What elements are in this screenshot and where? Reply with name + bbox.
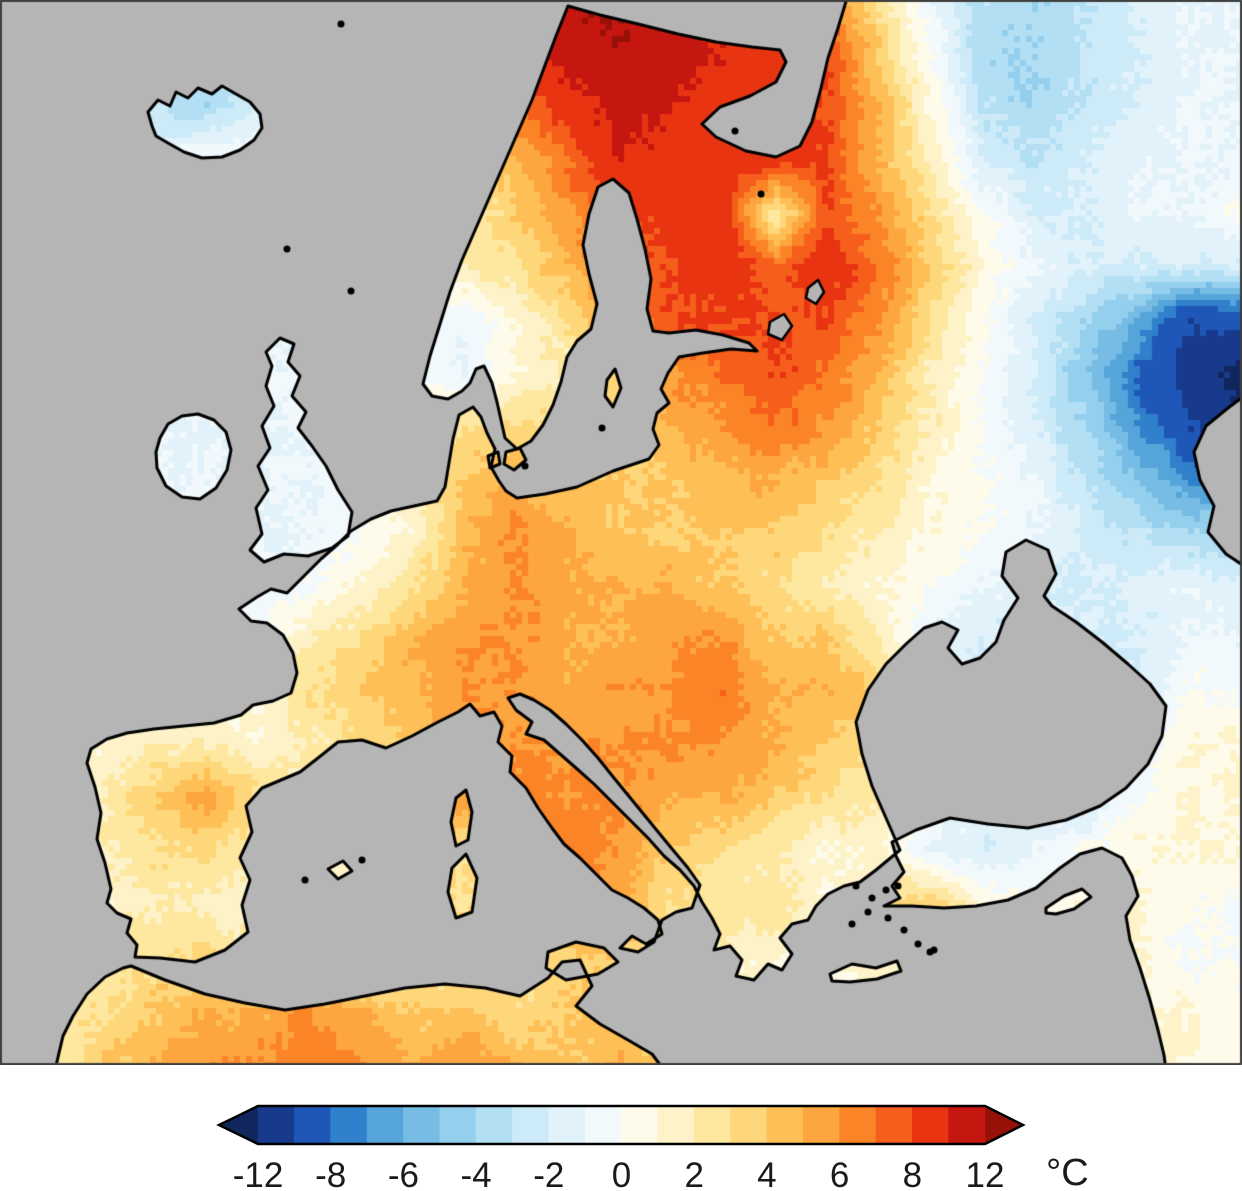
colorbar-tick-label: -2 xyxy=(533,1156,564,1191)
europe-anomaly-map-canvas xyxy=(0,0,1242,1065)
colorbar-segment xyxy=(802,1106,840,1144)
colorbar-segment xyxy=(403,1106,441,1144)
colorbar-segment xyxy=(875,1106,913,1144)
europe-map-panel xyxy=(0,0,1242,1065)
colorbar-tick-label: 12 xyxy=(966,1156,1005,1191)
colorbar-tick-label: 0 xyxy=(612,1156,631,1191)
colorbar-segment xyxy=(294,1106,331,1144)
colorbar-segment xyxy=(475,1106,513,1144)
colorbar-segment xyxy=(366,1106,404,1144)
colorbar-left-arrow xyxy=(219,1106,258,1144)
colorbar-tick-label: -8 xyxy=(315,1156,346,1191)
colorbar-unit-label: °C xyxy=(1046,1152,1089,1191)
colorbar-segment xyxy=(512,1106,550,1144)
colorbar-segment xyxy=(548,1106,586,1144)
colorbar-tick-label: 2 xyxy=(684,1156,703,1191)
colorbar-segment xyxy=(657,1106,695,1144)
colorbar-segment xyxy=(839,1106,877,1144)
colorbar-tick-label: 8 xyxy=(903,1156,922,1191)
colorbar-tick-labels: -12 -8 -6 -4 -2 0 2 4 6 8 12 xyxy=(233,1156,1005,1191)
colorbar-tick-label: -6 xyxy=(388,1156,419,1191)
colorbar-outline-path xyxy=(216,1104,1026,1146)
colorbar-panel: -12 -8 -6 -4 -2 0 2 4 6 8 12 °C xyxy=(0,1065,1242,1191)
colorbar-segments xyxy=(219,1106,1023,1144)
colorbar-segment xyxy=(912,1106,949,1144)
colorbar-outline xyxy=(216,1104,1026,1146)
colorbar-tick-label: 6 xyxy=(830,1156,849,1191)
colorbar-segment xyxy=(766,1106,804,1144)
colorbar-tick-label: -4 xyxy=(461,1156,492,1191)
colorbar-tick-label: 4 xyxy=(757,1156,776,1191)
colorbar-right-arrow xyxy=(985,1106,1023,1144)
colorbar-segment xyxy=(693,1106,731,1144)
colorbar-segment xyxy=(439,1106,477,1144)
colorbar-segment xyxy=(584,1106,622,1144)
colorbar: -12 -8 -6 -4 -2 0 2 4 6 8 12 °C xyxy=(216,1104,1089,1191)
colorbar-tick-label: -12 xyxy=(233,1156,284,1191)
colorbar-segment xyxy=(948,1106,986,1144)
colorbar-segment xyxy=(730,1106,768,1144)
colorbar-segment xyxy=(257,1106,295,1144)
colorbar-segment xyxy=(330,1106,368,1144)
colorbar-segment xyxy=(621,1106,659,1144)
